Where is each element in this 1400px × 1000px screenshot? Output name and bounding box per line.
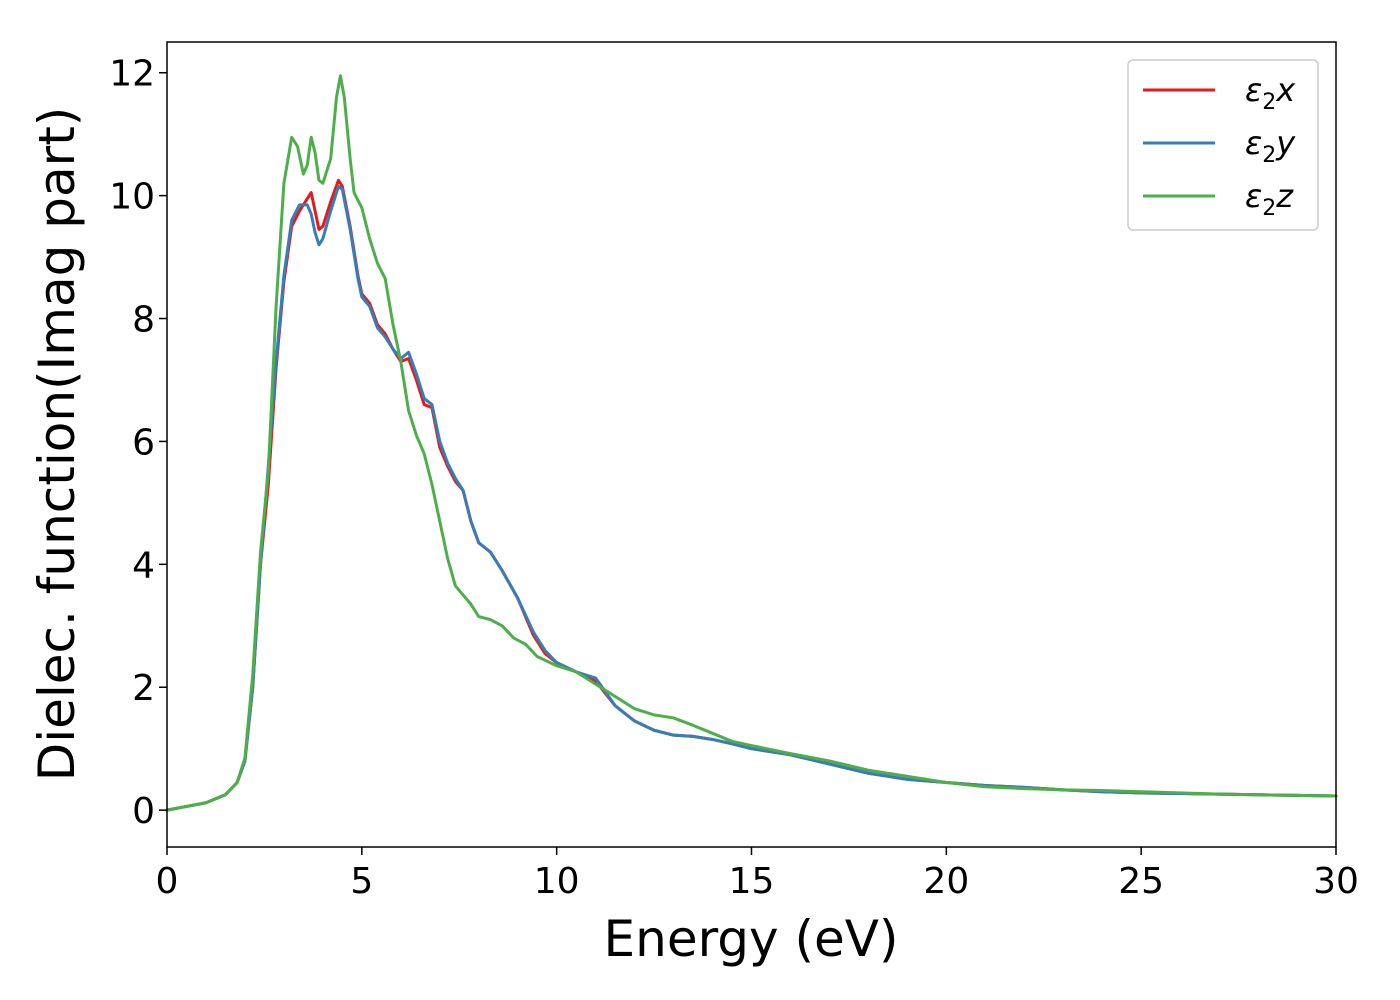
- legend-label-x: ε2x: [1245, 71, 1296, 115]
- legend-items: ε2x ε2y ε2z: [1143, 71, 1296, 221]
- y-tick-label: 8: [132, 300, 155, 341]
- series-line-y: [165, 184, 1338, 812]
- y-tick-label: 4: [132, 545, 155, 586]
- y-axis-label: Dielec. function(Imag part): [28, 107, 86, 782]
- y-tick-label: 10: [109, 177, 155, 218]
- x-axis-label: Energy (eV): [604, 910, 899, 968]
- y-axis-ticks: 0 2 4 6 8 10 12: [109, 54, 167, 832]
- y-tick-label: 2: [132, 668, 155, 709]
- x-tick-label: 5: [350, 861, 373, 902]
- y-tick-label: 0: [132, 791, 155, 832]
- y-tick-label: 12: [109, 54, 155, 95]
- legend-label-z: ε2z: [1245, 177, 1294, 221]
- x-axis-ticks: 0 5 10 15 20 25 30: [156, 847, 1359, 902]
- x-tick-label: 10: [534, 861, 580, 902]
- x-tick-label: 30: [1313, 861, 1359, 902]
- y-tick-label: 6: [132, 422, 155, 463]
- legend-frame: [1127, 59, 1319, 231]
- series-line-z: [165, 74, 1338, 812]
- x-tick-label: 20: [923, 861, 969, 902]
- legend: ε2x ε2y ε2z: [1127, 59, 1319, 231]
- series-layer: [165, 74, 1338, 812]
- x-tick-label: 15: [729, 861, 775, 902]
- x-tick-label: 25: [1118, 861, 1164, 902]
- legend-label-y: ε2y: [1245, 124, 1296, 168]
- plot-area: [165, 41, 1338, 848]
- x-tick-label: 0: [156, 861, 179, 902]
